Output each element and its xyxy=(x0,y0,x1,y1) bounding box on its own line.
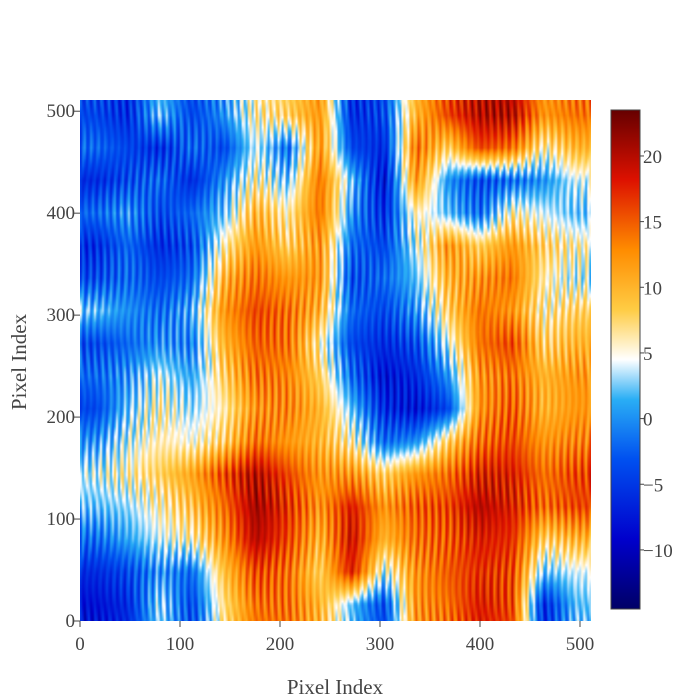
y-tick-label: 100 xyxy=(47,509,76,530)
colorbar: −10 −5 0 5 10 15 20 xyxy=(610,109,673,610)
x-tick-label: 400 xyxy=(466,634,495,655)
colorbar-tick-label: −10 xyxy=(643,541,673,562)
x-tick-label: 0 xyxy=(75,634,85,655)
y-tick-label: 500 xyxy=(47,101,76,122)
y-tick-label: 400 xyxy=(47,203,76,224)
y-tick-label: 300 xyxy=(47,305,76,326)
x-axis: 0 100 200 300 400 500 xyxy=(75,621,594,655)
x-tick-label: 100 xyxy=(166,634,195,655)
y-tick-label: 0 xyxy=(66,611,76,632)
colorbar-tick-label: 0 xyxy=(643,410,653,431)
y-tick-label: 200 xyxy=(47,407,76,428)
x-axis-title: Pixel Index xyxy=(287,675,384,699)
y-axis-title: Pixel Index xyxy=(7,313,31,410)
colorbar-tick-label: 15 xyxy=(643,213,662,234)
colorbar-gradient-bar xyxy=(610,109,641,610)
heatmap-image xyxy=(80,100,591,621)
colorbar-tick-label: 5 xyxy=(643,344,653,365)
x-tick-label: 200 xyxy=(266,634,295,655)
colorbar-tick-label: 10 xyxy=(643,278,662,299)
y-axis: 0 100 200 300 400 500 xyxy=(47,101,80,632)
colorbar-ticks: −10 −5 0 5 10 15 20 xyxy=(640,147,673,562)
colorbar-tick-label: 20 xyxy=(643,147,662,168)
x-tick-label: 500 xyxy=(566,634,595,655)
x-tick-label: 300 xyxy=(366,634,395,655)
colorbar-tick-label: −5 xyxy=(643,475,663,496)
